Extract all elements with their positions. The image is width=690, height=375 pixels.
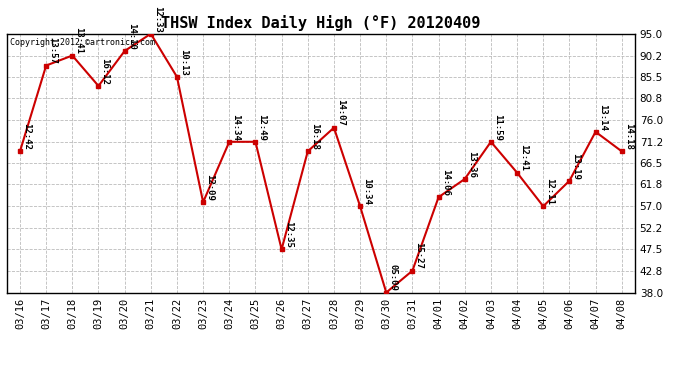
Text: 13:36: 13:36: [467, 151, 476, 178]
Text: 10:13: 10:13: [179, 49, 188, 75]
Text: 13:57: 13:57: [48, 37, 57, 64]
Text: 13:19: 13:19: [571, 153, 580, 180]
Text: 10:34: 10:34: [362, 178, 371, 205]
Text: 11:59: 11:59: [493, 114, 502, 140]
Text: 14:07: 14:07: [336, 99, 345, 126]
Title: THSW Index Daily High (°F) 20120409: THSW Index Daily High (°F) 20120409: [161, 15, 480, 31]
Text: 14:18: 14:18: [624, 123, 633, 150]
Text: 12:33: 12:33: [153, 6, 162, 32]
Text: 12:42: 12:42: [22, 123, 31, 150]
Text: 13:14: 13:14: [598, 104, 607, 130]
Text: 13:41: 13:41: [75, 27, 83, 54]
Text: 12:11: 12:11: [545, 178, 554, 205]
Text: 14:10: 14:10: [127, 23, 136, 50]
Text: 16:18: 16:18: [310, 123, 319, 150]
Text: 12:09: 12:09: [205, 174, 214, 201]
Text: 14:06: 14:06: [441, 169, 450, 196]
Text: 16:12: 16:12: [101, 58, 110, 85]
Text: 12:49: 12:49: [257, 114, 266, 140]
Text: 15:27: 15:27: [415, 243, 424, 269]
Text: 12:35: 12:35: [284, 221, 293, 248]
Text: 12:41: 12:41: [519, 144, 528, 171]
Text: 05:09: 05:09: [388, 264, 397, 291]
Text: Copyright 2012 ©artronics.com: Copyright 2012 ©artronics.com: [10, 38, 155, 46]
Text: 14:34: 14:34: [231, 114, 240, 140]
